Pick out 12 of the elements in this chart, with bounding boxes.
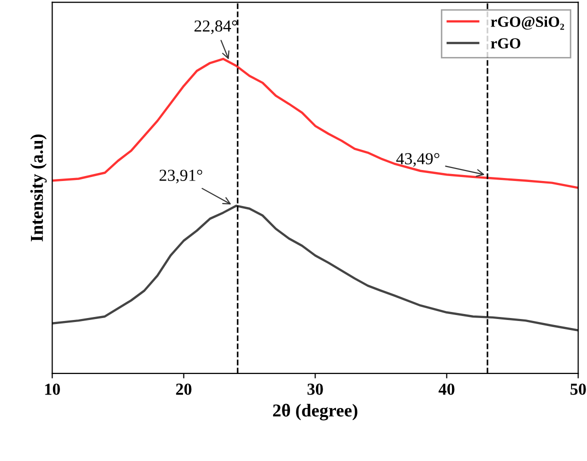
x-tick-label: 40 xyxy=(438,384,454,395)
x-tick-label: 10 xyxy=(45,384,60,395)
x-axis-title: 2θ (degree) xyxy=(273,404,358,420)
legend-label: rGO@SiO₂ xyxy=(490,16,564,30)
annotation: 43,49° xyxy=(396,153,440,167)
x-tick-label: 20 xyxy=(176,384,192,395)
y-axis-title: Intensity (a.u) xyxy=(30,134,47,242)
annotation: 23,91° xyxy=(160,170,202,184)
x-tick-label: 30 xyxy=(308,384,323,395)
x-tick-label: 50 xyxy=(570,384,586,395)
legend-label: rGO xyxy=(490,38,520,48)
annotation: 22,84° xyxy=(194,20,238,34)
